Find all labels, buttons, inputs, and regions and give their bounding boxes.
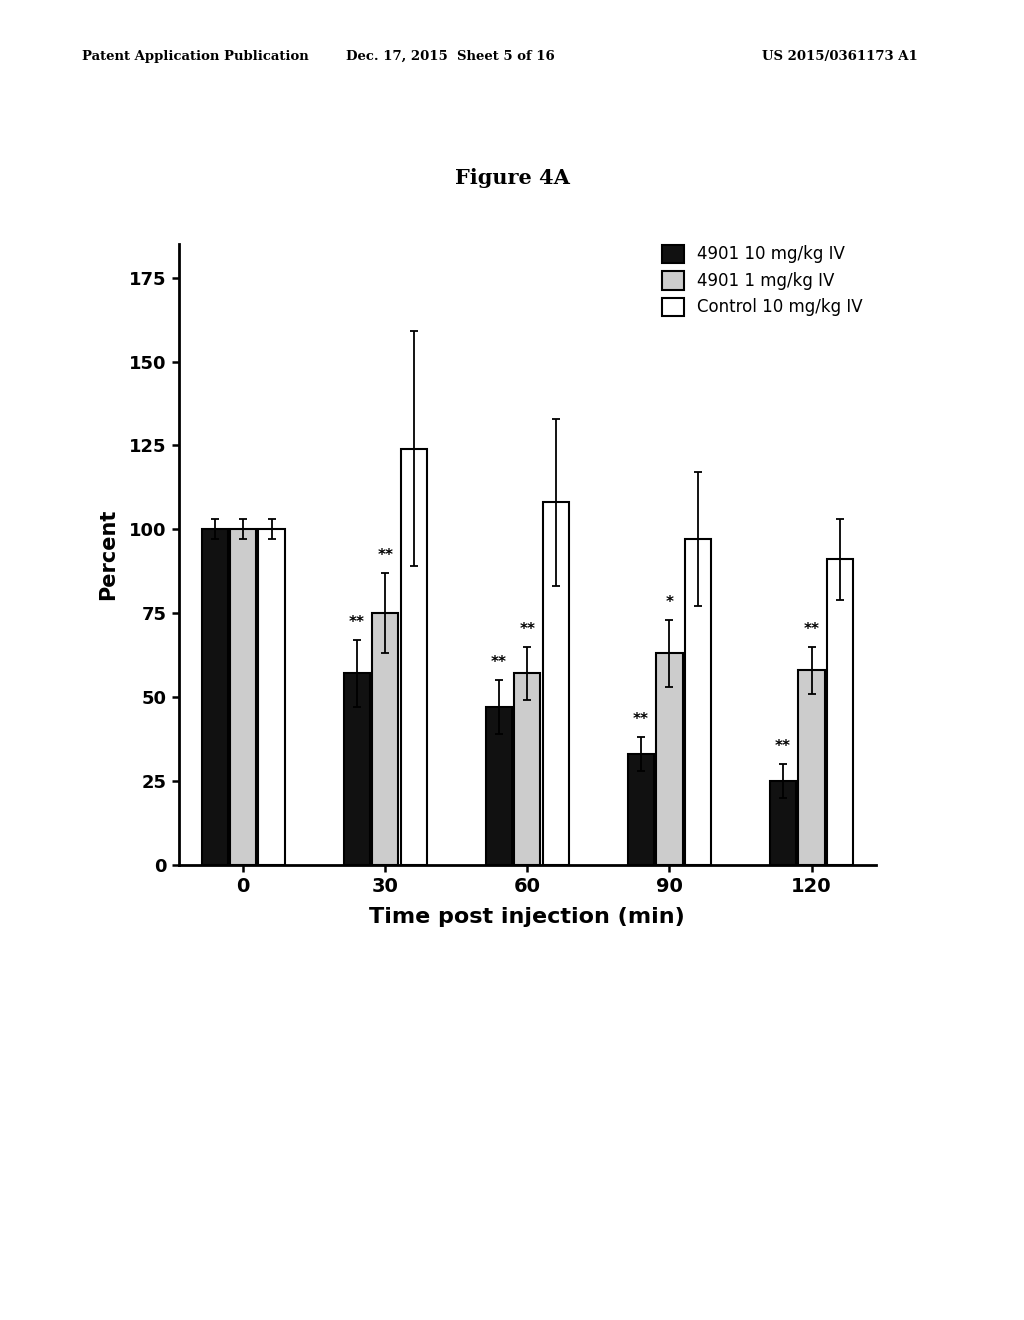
Text: **: ** <box>804 622 819 636</box>
Text: **: ** <box>349 615 365 630</box>
Text: **: ** <box>633 711 649 727</box>
Bar <box>514 673 541 865</box>
Bar <box>827 560 853 865</box>
Legend: 4901 10 mg/kg IV, 4901 1 mg/kg IV, Control 10 mg/kg IV: 4901 10 mg/kg IV, 4901 1 mg/kg IV, Contr… <box>657 240 867 321</box>
Text: **: ** <box>377 548 393 562</box>
Text: Figure 4A: Figure 4A <box>455 168 569 189</box>
Text: Patent Application Publication: Patent Application Publication <box>82 50 308 63</box>
Bar <box>372 612 398 865</box>
Bar <box>400 449 427 865</box>
X-axis label: Time post injection (min): Time post injection (min) <box>370 907 685 927</box>
Text: *: * <box>666 595 674 610</box>
Text: US 2015/0361173 A1: US 2015/0361173 A1 <box>762 50 918 63</box>
Bar <box>485 708 512 865</box>
Bar <box>344 673 370 865</box>
Text: **: ** <box>519 622 536 636</box>
Bar <box>258 529 285 865</box>
Bar <box>656 653 683 865</box>
Text: **: ** <box>775 739 792 754</box>
Text: Dec. 17, 2015  Sheet 5 of 16: Dec. 17, 2015 Sheet 5 of 16 <box>346 50 555 63</box>
Bar <box>543 503 569 865</box>
Bar <box>685 540 711 865</box>
Y-axis label: Percent: Percent <box>98 508 118 601</box>
Bar <box>770 780 797 865</box>
Bar <box>202 529 227 865</box>
Bar <box>230 529 256 865</box>
Text: **: ** <box>490 655 507 671</box>
Bar <box>799 671 824 865</box>
Bar <box>628 754 654 865</box>
